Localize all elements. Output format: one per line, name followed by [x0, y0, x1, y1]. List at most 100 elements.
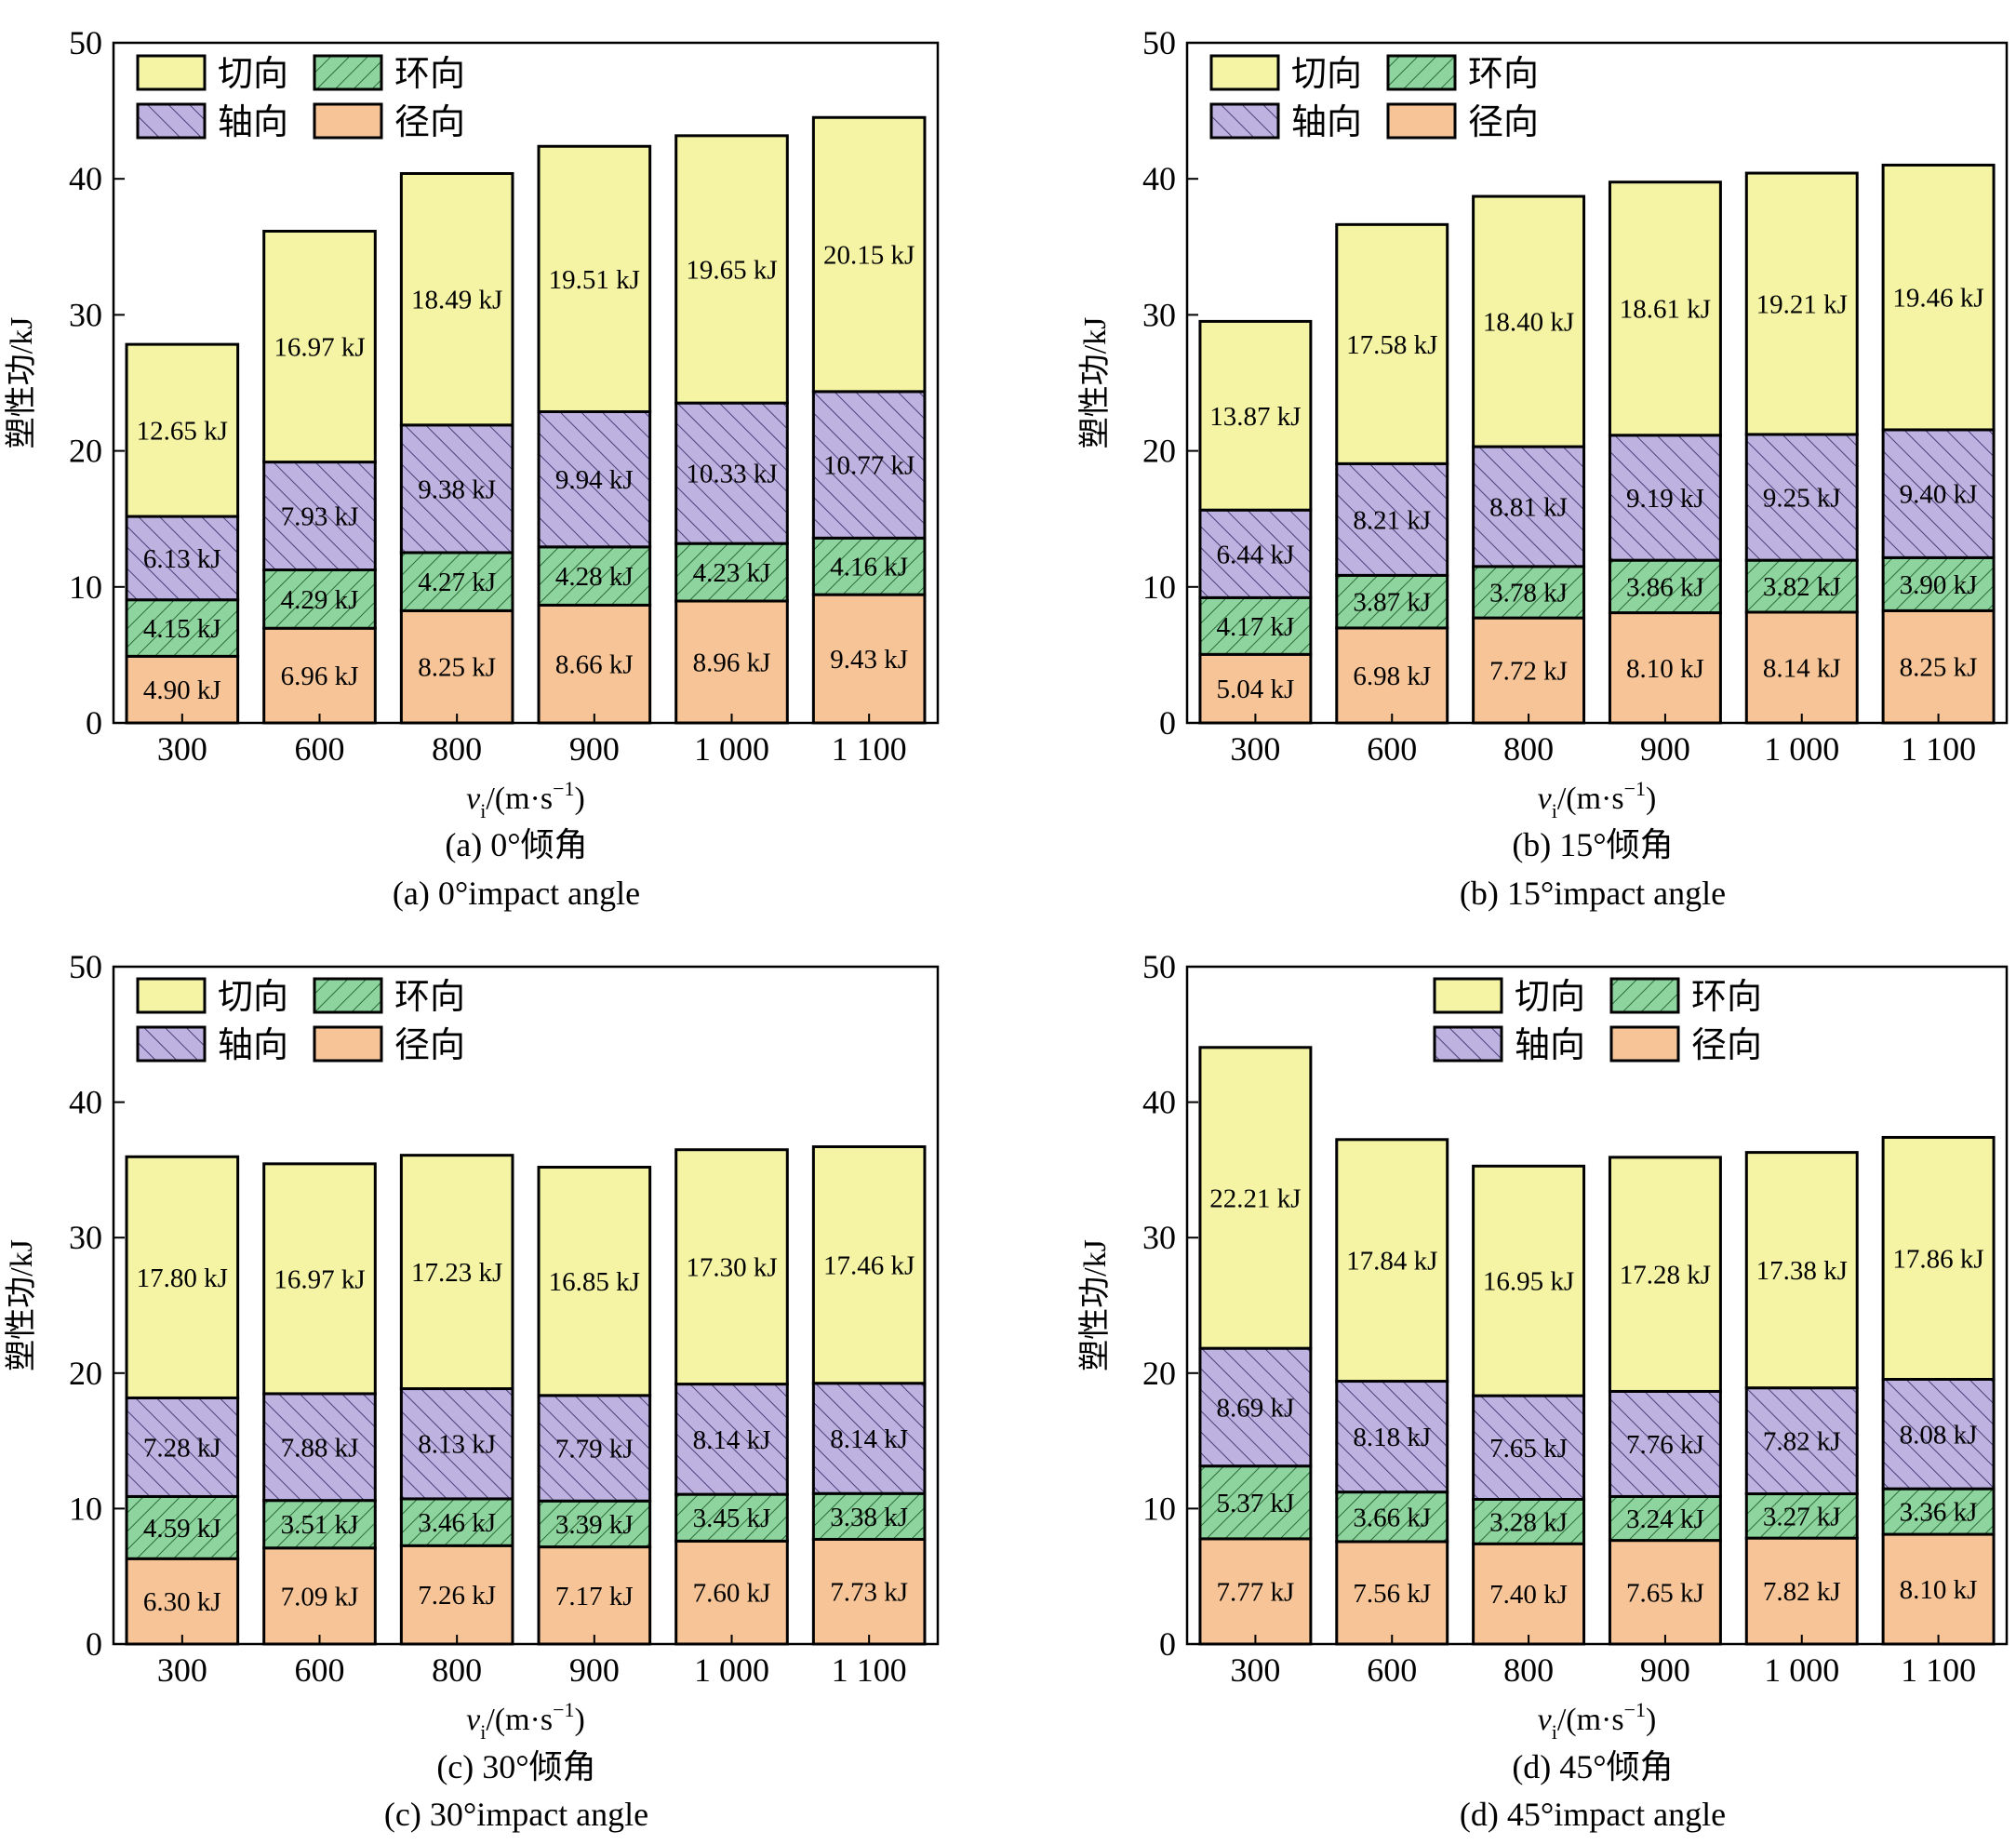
x-tick-label: 1 000: [1764, 1651, 1839, 1689]
data-label: 6.13 kJ: [143, 544, 221, 574]
bar-segment: [1335, 1491, 1449, 1544]
legend-label: 径向: [394, 101, 465, 142]
x-axis-symbol: v: [466, 1703, 481, 1737]
bar-segment: [399, 423, 514, 555]
bar-segment: [811, 390, 927, 540]
data-label: 7.79 kJ: [555, 1435, 634, 1464]
plot-frame: [112, 965, 940, 1646]
data-label: 3.66 kJ: [1353, 1503, 1431, 1532]
legend-label: 环向: [394, 976, 465, 1017]
x-axis-unit-close: ): [1646, 782, 1656, 816]
x-axis-subscript: i: [480, 1720, 486, 1744]
data-label: 7.09 kJ: [281, 1582, 359, 1611]
bar-segment: [1608, 611, 1722, 725]
bar-segment: [1744, 1536, 1859, 1646]
x-tick-label: 1 000: [694, 730, 769, 768]
data-label: 3.86 kJ: [1626, 572, 1704, 602]
data-label: 9.43 kJ: [830, 645, 908, 675]
y-axis-label: 塑性功/kJ: [4, 1239, 39, 1371]
y-tick-label: 50: [69, 24, 102, 61]
bar-segment: [262, 1546, 377, 1646]
y-tick-label: 50: [69, 948, 102, 985]
y-tick-label: 20: [1142, 433, 1176, 470]
bar-segment: [1881, 163, 1996, 432]
data-label: 13.87 kJ: [1209, 402, 1301, 432]
data-label: 4.27 kJ: [418, 568, 496, 597]
data-label: 17.30 kJ: [686, 1253, 777, 1283]
bar-segment: [1198, 1046, 1313, 1350]
data-label: 7.73 kJ: [830, 1578, 908, 1608]
x-tick-label: 900: [1640, 1651, 1690, 1689]
data-label: 3.51 kJ: [281, 1510, 359, 1540]
data-label: 8.66 kJ: [555, 650, 634, 680]
bar-segment: [1881, 1135, 1996, 1381]
bar-segment: [1608, 558, 1722, 615]
bar-segment: [537, 1499, 652, 1549]
data-label: 6.44 kJ: [1217, 540, 1295, 569]
bar-segment: [674, 1383, 789, 1496]
legend-swatch: [313, 102, 383, 140]
y-tick-label: 40: [69, 1084, 102, 1121]
caption-cn: (d) 45°倾角: [1512, 1748, 1673, 1785]
data-label: 18.40 kJ: [1483, 308, 1574, 338]
bar-segment: [811, 1537, 927, 1646]
bar-segment: [537, 545, 652, 607]
x-axis-symbol: v: [1538, 782, 1553, 816]
data-label: 8.14 kJ: [1763, 653, 1841, 683]
y-tick-label: 30: [69, 1219, 102, 1256]
data-label: 16.85 kJ: [549, 1267, 640, 1297]
bar-segment: [125, 342, 240, 518]
bar-segment: [1335, 222, 1449, 465]
data-label: 9.25 kJ: [1763, 484, 1841, 514]
bar-segment: [262, 1392, 377, 1503]
bar-segment: [399, 171, 514, 427]
data-label: 3.39 kJ: [555, 1510, 634, 1540]
data-label: 7.76 kJ: [1626, 1430, 1704, 1460]
x-tick-label: 900: [1640, 730, 1690, 768]
data-label: 3.27 kJ: [1763, 1502, 1841, 1531]
bar-segment: [125, 1557, 240, 1646]
data-label: 7.65 kJ: [1626, 1578, 1704, 1608]
data-label: 20.15 kJ: [823, 241, 915, 271]
legend-swatch: [136, 977, 207, 1014]
x-axis-unit-close: ): [575, 782, 585, 816]
bar-segment: [811, 1145, 927, 1385]
panel-a: 0 10 20 30 40 50 塑性功/kJ 4.90 kJ 4.15 kJ 6.13 kJ 12…: [4, 24, 940, 912]
x-axis-unit-close: ): [575, 1703, 585, 1737]
data-label: 17.84 kJ: [1346, 1247, 1437, 1277]
x-axis-exponent: −1: [1624, 1698, 1646, 1721]
bar-segment: [537, 409, 652, 549]
bar-segment: [125, 1155, 240, 1399]
legend-swatch: [1433, 977, 1503, 1014]
data-label: 8.25 kJ: [1900, 653, 1978, 683]
x-axis-unit: /(m·s: [486, 782, 553, 816]
data-label: 4.17 kJ: [1217, 612, 1295, 642]
bar-segment: [1608, 180, 1722, 437]
data-label: 5.37 kJ: [1217, 1489, 1295, 1518]
legend-label: 轴向: [1291, 101, 1362, 142]
bar-segment: [674, 401, 789, 545]
data-label: 6.98 kJ: [1353, 662, 1431, 691]
data-label: 8.10 kJ: [1626, 654, 1704, 684]
legend-swatch: [1609, 977, 1680, 1014]
x-tick-label: 600: [295, 730, 345, 768]
x-tick-label: 300: [1230, 730, 1280, 768]
legend-label: 轴向: [218, 101, 288, 142]
bar-segment: [537, 144, 652, 413]
bar-segment: [1881, 1532, 1996, 1646]
data-label: 18.61 kJ: [1620, 295, 1711, 325]
data-label: 17.28 kJ: [1620, 1261, 1711, 1290]
data-label: 4.59 kJ: [143, 1514, 221, 1544]
data-label: 3.24 kJ: [1626, 1504, 1704, 1534]
y-tick-label: 10: [1142, 568, 1176, 606]
data-label: 7.17 kJ: [555, 1582, 634, 1611]
bar-segment: [1744, 171, 1859, 436]
data-label: 7.26 kJ: [418, 1581, 496, 1611]
bar-segment: [1744, 433, 1859, 562]
bar-segment: [1198, 508, 1313, 599]
legend-swatch: [1433, 1025, 1503, 1063]
bar-segment: [125, 654, 240, 725]
bar-segment: [1472, 1164, 1586, 1397]
bar-segment: [262, 229, 377, 464]
x-tick-label: 1 000: [694, 1651, 769, 1689]
